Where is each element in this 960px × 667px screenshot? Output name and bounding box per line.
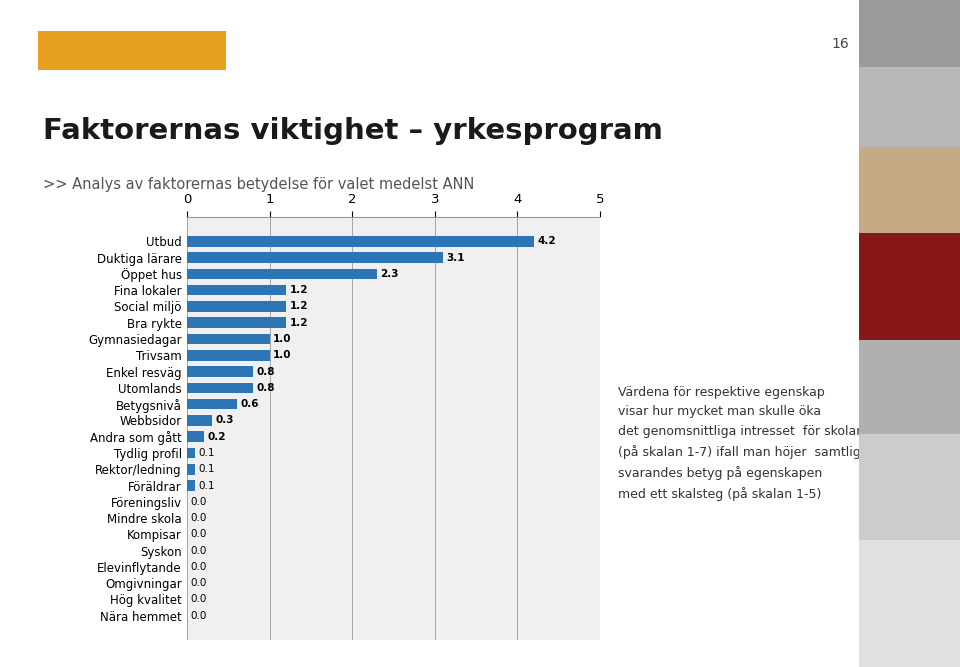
Bar: [187, 480, 196, 491]
Text: 0.0: 0.0: [190, 513, 206, 523]
Bar: [187, 415, 212, 426]
Text: 0.8: 0.8: [256, 367, 276, 377]
Bar: [187, 366, 253, 377]
Text: 1.0: 1.0: [273, 350, 292, 360]
Bar: [187, 269, 377, 279]
Text: 1.0: 1.0: [273, 334, 292, 344]
Text: 1.2: 1.2: [290, 285, 308, 295]
Bar: [187, 252, 444, 263]
Bar: [187, 301, 286, 311]
Bar: [187, 285, 286, 295]
Text: Värdena för respektive egenskap
visar hur mycket man skulle öka
det genomsnittli: Värdena för respektive egenskap visar hu…: [617, 386, 868, 501]
Text: 0.0: 0.0: [190, 578, 206, 588]
Text: 0.0: 0.0: [190, 611, 206, 621]
Text: 0.1: 0.1: [199, 464, 215, 474]
Text: 0.3: 0.3: [215, 416, 234, 426]
Text: 0.2: 0.2: [207, 432, 226, 442]
Bar: [187, 464, 196, 474]
Text: 0.1: 0.1: [199, 448, 215, 458]
Text: 0.0: 0.0: [190, 530, 206, 540]
Bar: [187, 236, 534, 247]
Text: 0.0: 0.0: [190, 497, 206, 507]
Text: 7. ANN-analys: 7. ANN-analys: [54, 44, 158, 57]
Bar: [187, 317, 286, 328]
Text: 2.3: 2.3: [380, 269, 399, 279]
Bar: [187, 383, 253, 393]
Text: 3.1: 3.1: [446, 253, 465, 263]
FancyBboxPatch shape: [23, 28, 241, 73]
Text: >> Analys av faktorernas betydelse för valet medelst ANN: >> Analys av faktorernas betydelse för v…: [43, 177, 474, 191]
Bar: [187, 432, 204, 442]
Bar: [187, 448, 196, 458]
Text: 0.6: 0.6: [240, 399, 258, 409]
Text: 1.2: 1.2: [290, 301, 308, 311]
Text: 16: 16: [831, 37, 849, 51]
Bar: [187, 334, 270, 344]
Bar: [187, 350, 270, 361]
Bar: [187, 399, 237, 410]
Text: 0.0: 0.0: [190, 594, 206, 604]
Text: 0.0: 0.0: [190, 562, 206, 572]
Text: 0.1: 0.1: [199, 480, 215, 490]
Text: 4.2: 4.2: [538, 236, 556, 246]
Text: 0.0: 0.0: [190, 546, 206, 556]
Text: Faktorernas viktighet – yrkesprogram: Faktorernas viktighet – yrkesprogram: [43, 117, 663, 145]
Text: 1.2: 1.2: [290, 317, 308, 327]
Text: 0.8: 0.8: [256, 383, 276, 393]
